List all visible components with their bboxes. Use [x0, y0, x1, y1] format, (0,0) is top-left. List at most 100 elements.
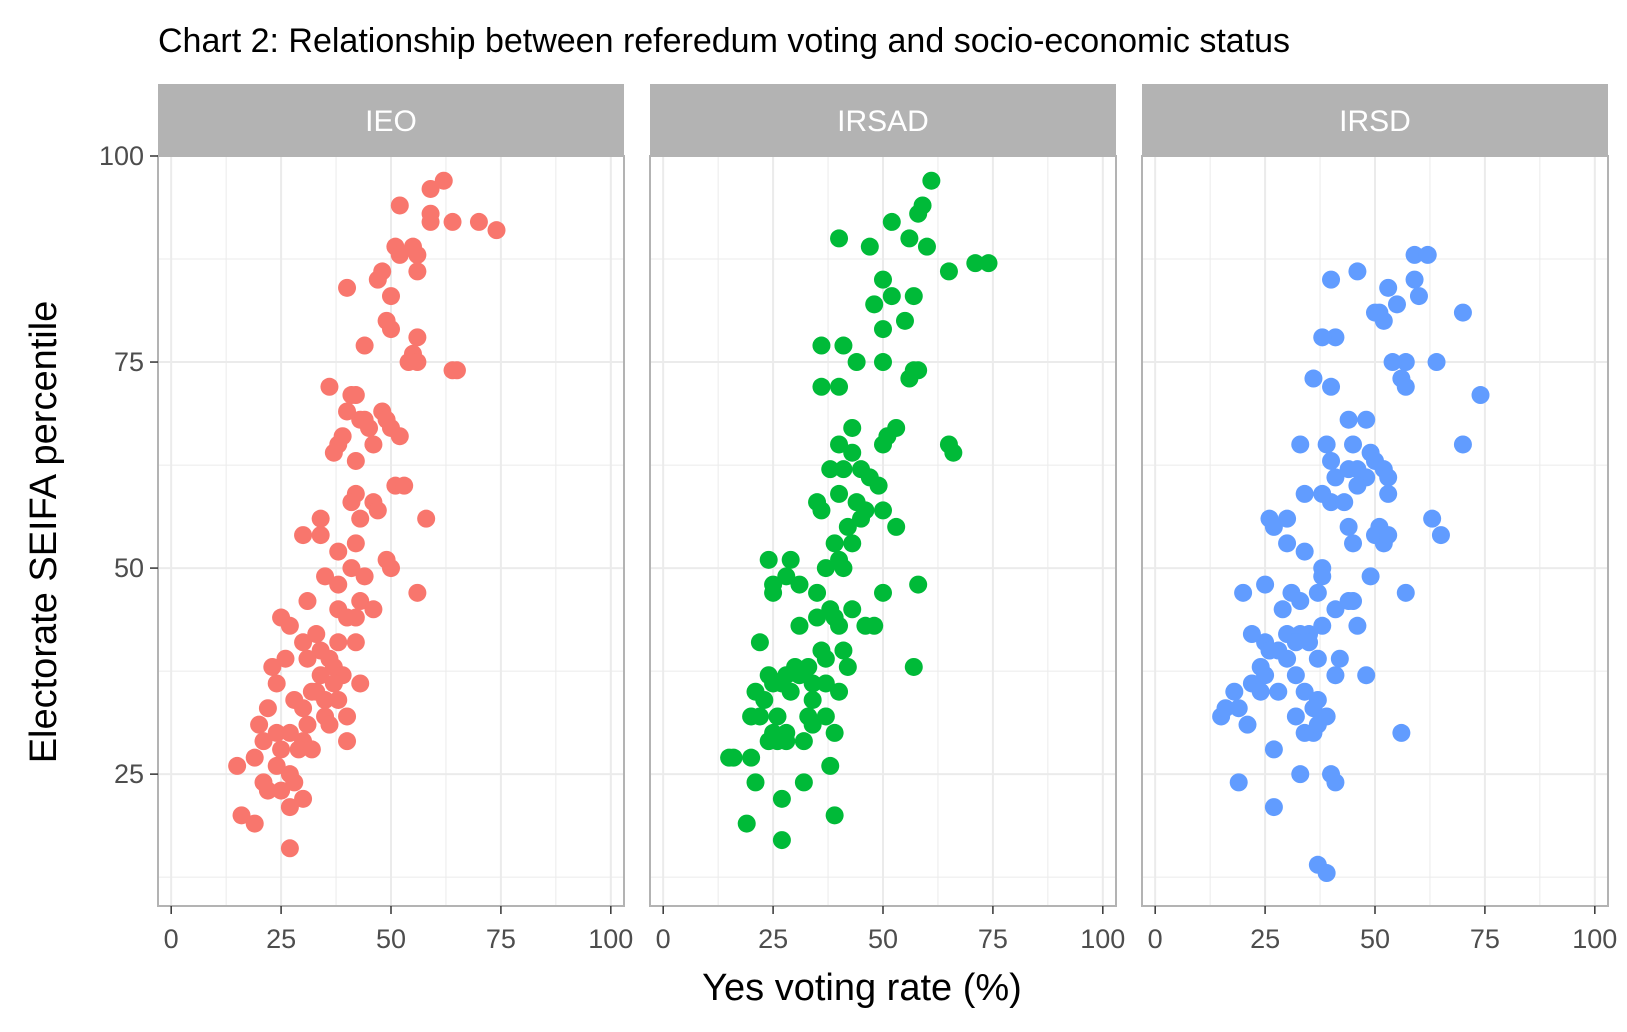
data-point [821, 460, 840, 479]
data-point [294, 526, 313, 545]
data-point [1374, 311, 1393, 330]
data-point [408, 245, 427, 264]
data-point [909, 204, 928, 223]
data-point [320, 377, 339, 396]
x-axis-title: Yes voting rate (%) [702, 967, 1022, 1009]
data-point [825, 806, 844, 825]
data-point [1387, 295, 1406, 314]
data-point [803, 715, 822, 734]
data-point [874, 435, 892, 454]
data-point [258, 781, 277, 800]
data-point [289, 740, 308, 759]
data-point [764, 674, 783, 693]
data-point [816, 707, 835, 726]
data-point [355, 567, 374, 586]
data-point [1405, 245, 1424, 264]
data-point [245, 748, 264, 767]
data-point [390, 427, 409, 446]
x-tick-label: 25 [758, 924, 788, 954]
data-point [294, 789, 313, 808]
data-point [267, 674, 286, 693]
data-point [834, 460, 853, 479]
data-point [1357, 666, 1376, 685]
data-point [1348, 262, 1367, 281]
facet-strip [650, 84, 1116, 156]
data-point [812, 336, 831, 355]
facet-strip-label: IEO [365, 105, 417, 138]
data-point [311, 666, 330, 685]
data-point [1322, 451, 1341, 470]
data-point [1313, 567, 1332, 586]
data-point [1427, 353, 1446, 372]
data-point [1286, 633, 1305, 652]
data-point [1379, 468, 1398, 487]
data-point [781, 682, 800, 701]
data-point [852, 509, 871, 528]
data-point [338, 402, 357, 421]
data-point [245, 814, 264, 833]
data-point [794, 732, 813, 751]
data-point [1313, 328, 1332, 347]
data-point [1308, 583, 1327, 602]
data-point [816, 559, 835, 578]
y-axis-title: Electorate SEIFA percentile [23, 301, 65, 764]
data-point [320, 715, 339, 734]
data-point [1396, 377, 1415, 396]
data-point [1291, 435, 1310, 454]
data-point [1322, 377, 1341, 396]
data-point [316, 567, 335, 586]
data-point [830, 484, 849, 503]
data-point [874, 353, 892, 372]
data-point [469, 212, 488, 231]
data-point [368, 501, 387, 520]
x-tick-label: 0 [164, 924, 179, 954]
data-point [821, 756, 840, 775]
data-point [232, 806, 251, 825]
x-tick-label: 0 [656, 924, 671, 954]
data-point [768, 707, 787, 726]
data-point [1242, 625, 1261, 644]
data-point [368, 270, 387, 289]
data-point [808, 608, 827, 627]
data-point [342, 559, 361, 578]
data-point [790, 575, 809, 594]
data-point [772, 831, 791, 850]
data-point [316, 690, 335, 709]
data-point [1396, 583, 1415, 602]
data-point [307, 625, 326, 644]
data-point [1339, 410, 1358, 429]
data-point [408, 583, 427, 602]
data-point [869, 476, 888, 495]
data-point [895, 311, 914, 330]
data-point [382, 287, 400, 306]
data-point [351, 674, 370, 693]
data-point [346, 633, 365, 652]
data-point [329, 575, 348, 594]
data-point [803, 674, 822, 693]
data-point [1405, 270, 1424, 289]
data-point [772, 789, 791, 808]
data-point [360, 418, 379, 437]
data-point [408, 353, 427, 372]
data-point [843, 534, 862, 553]
data-point [1326, 773, 1345, 792]
data-point [900, 229, 919, 248]
data-point [338, 608, 357, 627]
data-point [351, 592, 370, 611]
data-point [1317, 864, 1336, 883]
y-axis: 25 50 75 100 [99, 141, 158, 789]
data-point [1383, 353, 1402, 372]
data-point [1273, 600, 1292, 619]
data-point [285, 773, 304, 792]
data-point [944, 443, 963, 462]
data-point [1251, 682, 1270, 701]
data-point [816, 674, 835, 693]
data-point [830, 229, 849, 248]
data-point [1300, 633, 1319, 652]
data-point [812, 377, 831, 396]
data-point [342, 493, 361, 512]
data-point [1238, 715, 1257, 734]
data-point [1216, 699, 1235, 718]
data-point [434, 171, 453, 190]
